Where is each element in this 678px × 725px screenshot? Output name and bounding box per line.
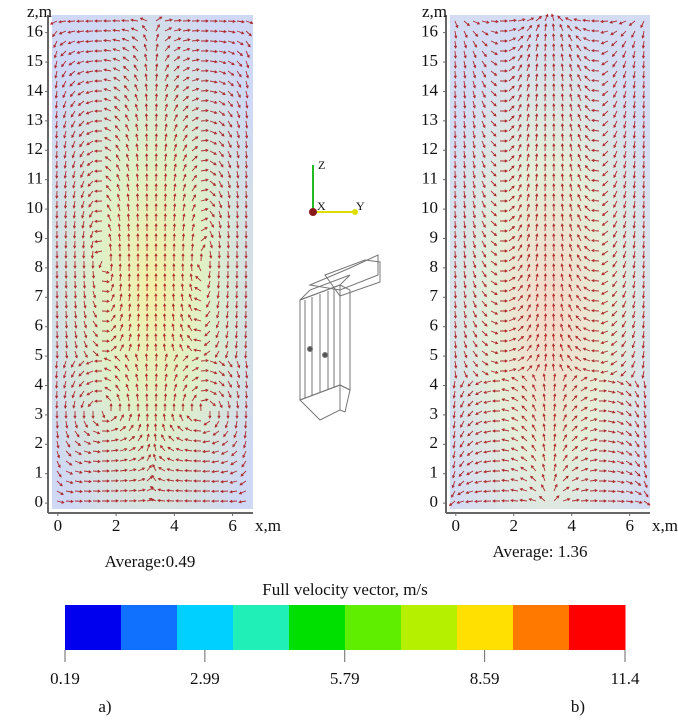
colorbar-swatch	[457, 605, 514, 650]
z-tick-label: 13	[421, 110, 438, 129]
colorbar-tick-label: 8.59	[470, 669, 500, 688]
axis-z-letter: Z	[318, 158, 325, 172]
z-tick-label: 9	[35, 227, 44, 246]
z-tick-label: 13	[26, 110, 43, 129]
x-tick-label: 2	[510, 516, 519, 535]
z-tick-label: 16	[421, 22, 438, 41]
average-label: Average: 1.36	[492, 542, 587, 561]
panel-label: b)	[571, 697, 585, 716]
z-tick-label: 3	[35, 404, 44, 423]
z-tick-label: 6	[35, 316, 44, 335]
colorbar-swatch	[289, 605, 346, 650]
z-tick-label: 2	[35, 433, 44, 452]
z-tick-label: 16	[26, 22, 43, 41]
x-tick-label: 4	[567, 516, 576, 535]
velocity-background	[450, 15, 650, 509]
z-axis-label: z,m	[422, 2, 447, 21]
z-tick-label: 14	[421, 80, 439, 99]
z-tick-label: 2	[430, 433, 439, 452]
z-tick-label: 0	[35, 492, 44, 511]
z-tick-label: 12	[26, 139, 43, 158]
z-tick-label: 8	[430, 257, 439, 276]
z-axis-label: z,m	[27, 2, 52, 21]
colorbar-tick-label: 0.19	[50, 669, 80, 688]
colorbar-swatch	[345, 605, 402, 650]
z-tick-label: 7	[35, 286, 44, 305]
z-tick-label: 3	[430, 404, 439, 423]
colorbar-swatch	[401, 605, 458, 650]
z-tick-label: 10	[421, 198, 438, 217]
z-tick-label: 15	[421, 51, 438, 70]
average-label: Average:0.49	[105, 552, 196, 571]
furnace-sketch	[299, 254, 381, 421]
z-tick-label: 4	[35, 374, 44, 393]
x-tick-label: 0	[452, 516, 461, 535]
colorbar-tick-label: 11.4	[610, 669, 640, 688]
colorbar-swatch	[513, 605, 570, 650]
colorbar-swatch	[569, 605, 626, 650]
vector-field	[448, 13, 651, 507]
colorbar-swatch	[121, 605, 178, 650]
z-tick-label: 7	[430, 286, 439, 305]
x-axis-label: x,m	[255, 516, 281, 535]
colorbar-tick-label: 5.79	[330, 669, 360, 688]
z-tick-label: 5	[430, 345, 439, 364]
axis-y-letter: Y	[356, 199, 365, 213]
axes-icon: Z X Y	[309, 158, 365, 216]
velocity-background	[52, 15, 253, 509]
z-tick-label: 6	[430, 316, 439, 335]
z-tick-label: 11	[27, 169, 43, 188]
vector-field	[49, 16, 254, 504]
z-tick-label: 4	[430, 374, 439, 393]
x-tick-label: 0	[54, 516, 63, 535]
z-tick-label: 9	[430, 227, 439, 246]
z-tick-label: 10	[26, 198, 43, 217]
z-tick-label: 1	[35, 463, 44, 482]
panel-label: a)	[98, 697, 111, 716]
z-tick-label: 14	[26, 80, 44, 99]
axis-x-letter: X	[317, 199, 326, 213]
x-tick-label: 4	[170, 516, 179, 535]
colorbar-title: Full velocity vector, m/s	[262, 580, 428, 599]
z-tick-label: 11	[422, 169, 438, 188]
colorbar-swatch	[65, 605, 122, 650]
x-axis-label: x,m	[652, 516, 678, 535]
z-tick-label: 0	[430, 492, 439, 511]
z-tick-label: 15	[26, 51, 43, 70]
z-tick-label: 5	[35, 345, 44, 364]
colorbar-swatch	[233, 605, 290, 650]
z-tick-label: 8	[35, 257, 44, 276]
x-tick-label: 6	[625, 516, 634, 535]
x-tick-label: 6	[228, 516, 237, 535]
colorbar-swatch	[177, 605, 234, 650]
x-tick-label: 2	[112, 516, 121, 535]
colorbar-tick-label: 2.99	[190, 669, 220, 688]
z-tick-label: 1	[430, 463, 439, 482]
colorbar: 0.19 2.99 5.79 8.59 11.4	[50, 605, 640, 688]
z-tick-label: 12	[421, 139, 438, 158]
